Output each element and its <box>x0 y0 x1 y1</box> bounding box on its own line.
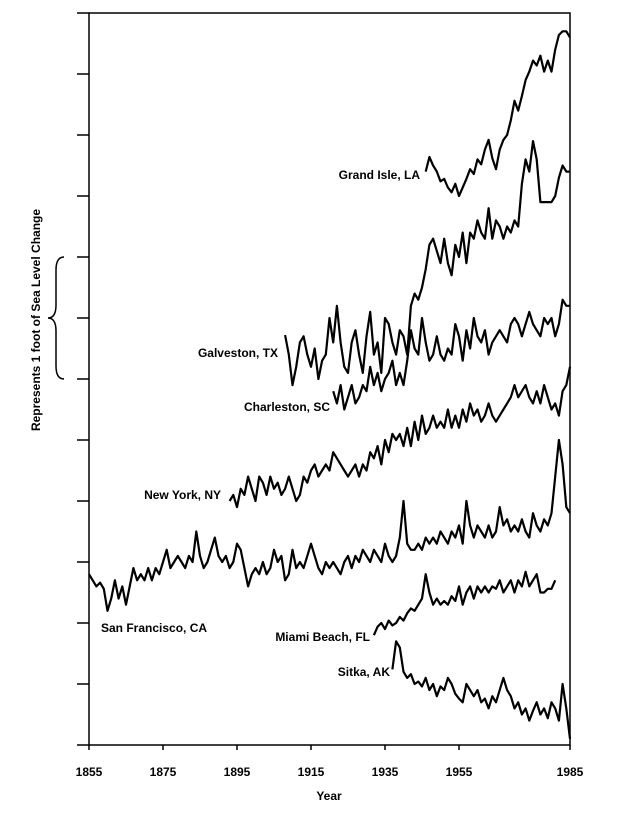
y-axis-title: Represents 1 foot of Sea Level Change <box>29 209 43 431</box>
series-line <box>424 30 571 198</box>
series-line <box>372 570 557 636</box>
series-label: San Francisco, CA <box>101 621 207 635</box>
series-line <box>332 298 570 411</box>
series-line <box>391 640 572 740</box>
series-line <box>88 438 571 612</box>
series-label: Charleston, SC <box>244 400 330 414</box>
x-tick-label: 1915 <box>298 765 325 779</box>
series-line <box>228 366 572 509</box>
series-label: Galveston, TX <box>198 346 278 360</box>
x-axis-title: Year <box>316 789 342 803</box>
x-tick-label: 1895 <box>224 765 251 779</box>
x-tick-label: 1955 <box>446 765 473 779</box>
x-tick-label: 1855 <box>76 765 103 779</box>
series-line <box>284 140 570 387</box>
x-tick-label: 1935 <box>372 765 399 779</box>
brace <box>47 256 65 380</box>
series-label: Grand Isle, LA <box>339 168 421 182</box>
series-label: Miami Beach, FL <box>275 630 370 644</box>
series-label: Sitka, AK <box>338 665 391 679</box>
series-label: New York, NY <box>144 488 221 502</box>
x-tick-label: 1985 <box>557 765 584 779</box>
x-tick-label: 1875 <box>150 765 177 779</box>
